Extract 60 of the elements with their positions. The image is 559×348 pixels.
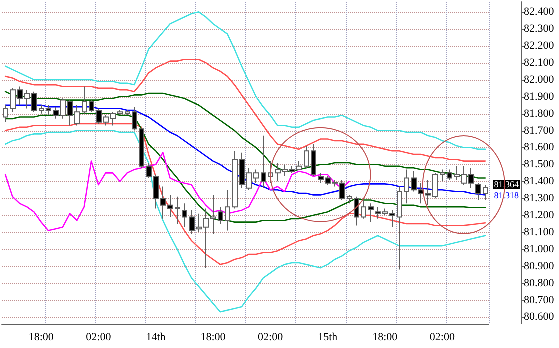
y-tick-label: 81.000 xyxy=(524,243,555,256)
candlestick xyxy=(475,182,481,201)
candlestick xyxy=(483,184,488,201)
candlestick xyxy=(347,194,352,204)
candlestick xyxy=(397,186,402,270)
candlestick xyxy=(261,135,266,189)
candlestick xyxy=(3,104,8,123)
y-tick-label: 82.100 xyxy=(524,57,555,70)
y-tick-label: 81.600 xyxy=(524,142,555,154)
candlestick xyxy=(404,169,409,204)
candlestick xyxy=(304,146,309,169)
y-tick-label: 81.400 xyxy=(524,176,555,188)
y-tick-label: 80.900 xyxy=(524,260,555,272)
candlestick xyxy=(182,203,187,228)
x-tick-label: 02:00 xyxy=(86,332,112,344)
y-tick-label: 81.200 xyxy=(524,210,555,222)
y-tick-label: 81.900 xyxy=(524,90,555,103)
y-tick-label: 82.300 xyxy=(524,23,555,36)
line-series xyxy=(4,152,350,232)
candlestick xyxy=(82,86,87,114)
y-tick-label: 81.700 xyxy=(524,124,555,137)
x-tick-label: 15th xyxy=(318,332,338,344)
line-series xyxy=(4,58,486,162)
line-series xyxy=(4,91,486,179)
y-tick-label: 80.700 xyxy=(524,294,555,306)
y-tick-label: 80.600 xyxy=(524,311,555,324)
candlestick xyxy=(89,100,94,113)
candlestick xyxy=(139,128,144,169)
y-tick-label: 82.200 xyxy=(524,40,555,52)
candlestick xyxy=(39,104,44,114)
candlestick xyxy=(354,196,359,226)
candlestick xyxy=(175,196,180,225)
line-series xyxy=(4,12,486,150)
candlestick xyxy=(361,200,366,220)
line-series xyxy=(4,104,486,196)
candlestick xyxy=(125,110,130,116)
y-tick-label: 82.400 xyxy=(524,6,555,18)
x-tick-label: 02:00 xyxy=(430,332,456,344)
x-tick-label: 14th xyxy=(146,332,166,344)
y-tick-label: 82.000 xyxy=(524,74,555,86)
x-tick-label: 02:00 xyxy=(258,332,284,344)
line-series xyxy=(4,123,486,266)
x-tick-label: 18:00 xyxy=(200,332,226,344)
candlestick xyxy=(447,169,452,180)
x-tick-label: 18:00 xyxy=(28,332,54,344)
line-series xyxy=(4,113,486,223)
y-tick-label: 81.500 xyxy=(524,158,555,171)
x-tick-label: 18:00 xyxy=(372,332,398,344)
y-tick-label: 81.800 xyxy=(524,108,555,120)
y-tick-label: 80.800 xyxy=(524,277,555,290)
y-tick-label: 81.300 xyxy=(524,192,555,205)
line-series xyxy=(4,130,486,313)
candlestick xyxy=(311,144,316,178)
candlestick xyxy=(46,104,51,116)
candlestick xyxy=(225,190,230,232)
candlestick xyxy=(440,169,445,182)
candlestick xyxy=(368,203,374,223)
candlestick xyxy=(132,106,137,132)
y-tick-label: 81.100 xyxy=(524,226,555,238)
candlestick xyxy=(218,206,223,225)
